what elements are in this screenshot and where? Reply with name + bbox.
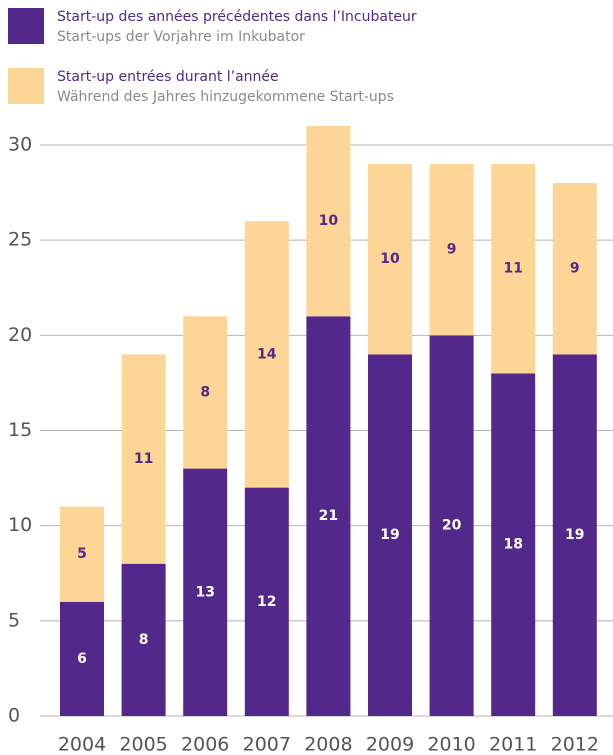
value-label: 20	[442, 518, 462, 534]
x-tick-label: 2008	[304, 734, 352, 755]
legend-label: Start-up entrées durant l’année	[57, 69, 279, 85]
bar-segment	[306, 125, 351, 317]
legend-swatch	[8, 68, 44, 104]
bar-segment	[121, 354, 166, 564]
y-tick-label: 25	[8, 229, 32, 251]
value-label: 18	[503, 537, 522, 553]
value-label: 5	[77, 546, 87, 562]
value-label: 19	[380, 527, 399, 543]
legend-swatch	[8, 8, 44, 44]
bar-segment	[183, 468, 228, 716]
legend-label: Start-up des années précédentes dans l’I…	[57, 9, 417, 25]
bar-segment	[121, 563, 166, 716]
x-tick-label: 2009	[366, 734, 414, 755]
x-tick-label: 2012	[551, 734, 599, 755]
value-label: 6	[77, 651, 87, 667]
x-tick-label: 2006	[181, 734, 229, 755]
x-tick-label: 2007	[243, 734, 291, 755]
bar-segment	[491, 164, 536, 374]
y-tick-label: 20	[8, 324, 32, 346]
value-label: 8	[139, 632, 149, 648]
bar-segment	[429, 164, 474, 336]
value-label: 8	[200, 384, 210, 400]
legend-label-de: Während des Jahres hinzugekommene Start-…	[57, 89, 394, 105]
bar-segment	[60, 506, 104, 602]
value-label: 9	[570, 261, 580, 277]
bar-segment	[60, 601, 104, 716]
value-label: 10	[319, 213, 339, 229]
bar-segment	[491, 373, 536, 716]
x-tick-label: 2004	[58, 734, 106, 755]
y-tick-label: 15	[8, 419, 32, 441]
bar-segment	[306, 316, 351, 716]
legend-label-de: Start-ups der Vorjahre im Inkubator	[57, 29, 305, 45]
x-tick-label: 2010	[427, 734, 475, 755]
bar-segment	[552, 183, 597, 355]
y-tick-label: 5	[8, 609, 20, 631]
x-tick-label: 2011	[489, 734, 537, 755]
bar-segment	[429, 335, 474, 716]
value-label: 11	[503, 261, 522, 277]
y-tick-label: 0	[8, 705, 20, 727]
bar-segment	[244, 487, 289, 716]
value-label: 19	[565, 527, 584, 543]
bar-segment	[183, 316, 228, 469]
value-label: 12	[257, 594, 276, 610]
x-tick-label: 2005	[119, 734, 167, 755]
bar-segment	[368, 164, 412, 355]
bar-segment	[552, 354, 597, 716]
value-label: 14	[257, 346, 277, 362]
value-label: 10	[380, 251, 400, 267]
value-label: 11	[134, 451, 153, 467]
value-label: 21	[319, 508, 338, 524]
bar-segment	[368, 354, 412, 716]
value-label: 9	[447, 242, 457, 258]
y-tick-label: 30	[8, 134, 32, 156]
y-tick-label: 10	[8, 514, 32, 536]
value-label: 13	[195, 584, 214, 600]
bar-segment	[244, 221, 289, 488]
